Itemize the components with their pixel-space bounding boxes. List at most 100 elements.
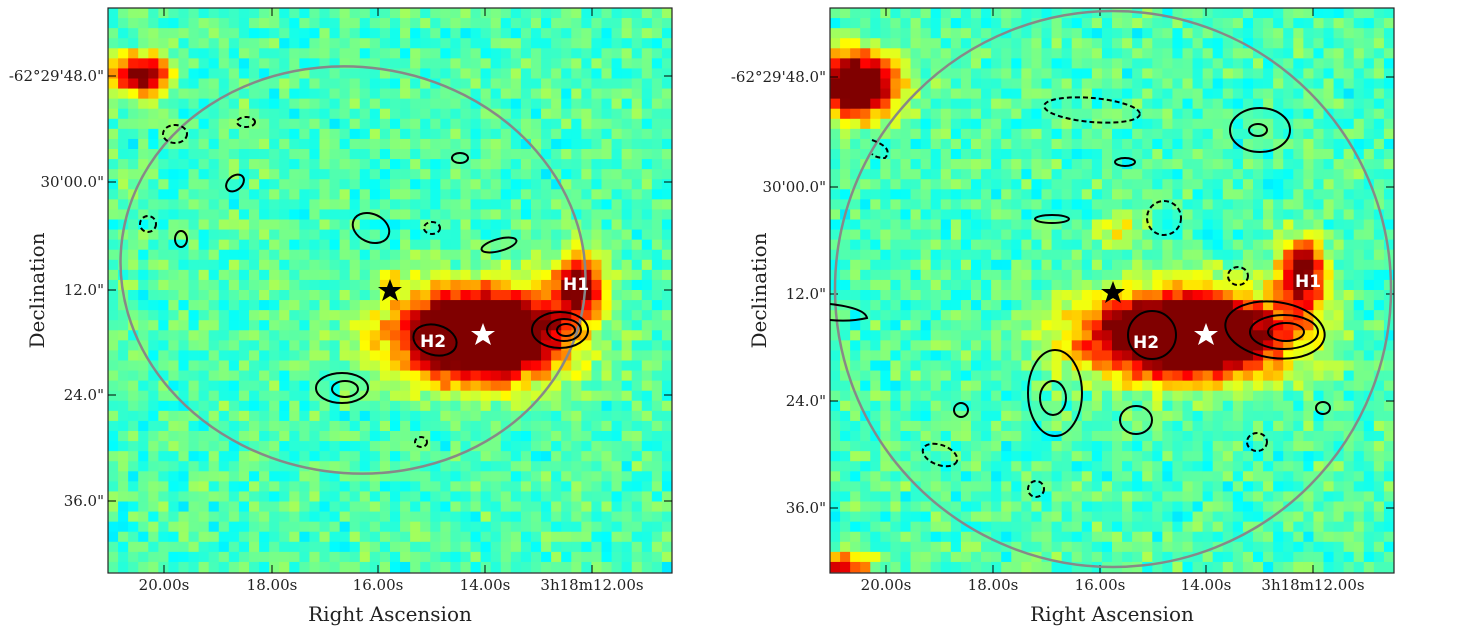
pixel <box>420 149 430 159</box>
pixel <box>299 270 309 280</box>
pixel <box>901 481 911 491</box>
pixel <box>420 250 430 260</box>
pixel <box>299 481 309 491</box>
pixel <box>1122 189 1132 199</box>
pixel <box>561 421 571 431</box>
pixel <box>1011 411 1021 421</box>
pixel <box>662 552 672 562</box>
pixel <box>380 109 390 119</box>
pixel <box>158 48 168 58</box>
pixel <box>622 522 632 532</box>
pixel <box>1021 391 1031 401</box>
pixel <box>350 260 360 270</box>
pixel <box>138 250 148 260</box>
pixel <box>901 58 911 68</box>
pixel <box>279 411 289 421</box>
pixel <box>870 290 880 300</box>
pixel <box>911 209 921 219</box>
pixel <box>901 411 911 421</box>
pixel <box>840 79 850 89</box>
pixel <box>269 48 279 58</box>
pixel <box>320 38 330 48</box>
pixel <box>511 371 521 381</box>
pixel <box>229 220 239 230</box>
pixel <box>901 562 911 572</box>
pixel <box>138 431 148 441</box>
pixel <box>642 139 652 149</box>
pixel <box>840 48 850 58</box>
pixel <box>830 89 840 99</box>
pixel <box>299 209 309 219</box>
pixel <box>541 209 551 219</box>
pixel <box>971 240 981 250</box>
pixel <box>309 371 319 381</box>
pixel <box>662 391 672 401</box>
pixel <box>931 129 941 139</box>
pixel <box>991 552 1001 562</box>
pixel <box>249 179 259 189</box>
pixel <box>901 79 911 89</box>
pixel <box>612 260 622 270</box>
pixel <box>289 58 299 68</box>
pixel <box>581 411 591 421</box>
pixel <box>1072 109 1082 119</box>
pixel <box>279 230 289 240</box>
pixel <box>941 320 951 330</box>
pixel <box>921 159 931 169</box>
pixel <box>890 8 900 18</box>
pixel <box>239 391 249 401</box>
pixel <box>148 18 158 28</box>
pixel <box>430 28 440 38</box>
pixel <box>921 461 931 471</box>
pixel <box>450 310 460 320</box>
pixel <box>440 58 450 68</box>
pixel <box>229 340 239 350</box>
pixel <box>890 290 900 300</box>
pixel <box>219 411 229 421</box>
pixel <box>410 220 420 230</box>
pixel <box>860 512 870 522</box>
pixel <box>239 532 249 542</box>
pixel <box>581 532 591 542</box>
pixel <box>941 522 951 532</box>
pixel <box>118 381 128 391</box>
pixel <box>461 512 471 522</box>
pixel <box>642 491 652 501</box>
pixel <box>870 199 880 209</box>
pixel <box>1011 68 1021 78</box>
pixel <box>531 18 541 28</box>
pixel <box>400 8 410 18</box>
pixel <box>511 68 521 78</box>
pixel <box>931 89 941 99</box>
pixel <box>239 129 249 139</box>
pixel <box>1062 300 1072 310</box>
pixel <box>551 38 561 48</box>
pixel <box>840 169 850 179</box>
pixel <box>299 310 309 320</box>
pixel <box>249 512 259 522</box>
pixel <box>541 199 551 209</box>
pixel <box>108 542 118 552</box>
pixel <box>370 431 380 441</box>
pixel <box>850 260 860 270</box>
pixel <box>229 260 239 270</box>
pixel <box>642 350 652 360</box>
pixel <box>571 502 581 512</box>
pixel <box>850 451 860 461</box>
pixel <box>981 461 991 471</box>
pixel <box>299 502 309 512</box>
pixel <box>901 220 911 230</box>
pixel <box>622 230 632 240</box>
pixel <box>1001 330 1011 340</box>
pixel <box>591 391 601 401</box>
pixel <box>309 18 319 28</box>
pixel <box>289 99 299 109</box>
pixel <box>108 300 118 310</box>
pixel <box>491 149 501 159</box>
pixel <box>209 381 219 391</box>
pixel <box>400 58 410 68</box>
pixel <box>158 290 168 300</box>
pixel <box>1052 401 1062 411</box>
pixel <box>330 290 340 300</box>
pixel <box>652 461 662 471</box>
